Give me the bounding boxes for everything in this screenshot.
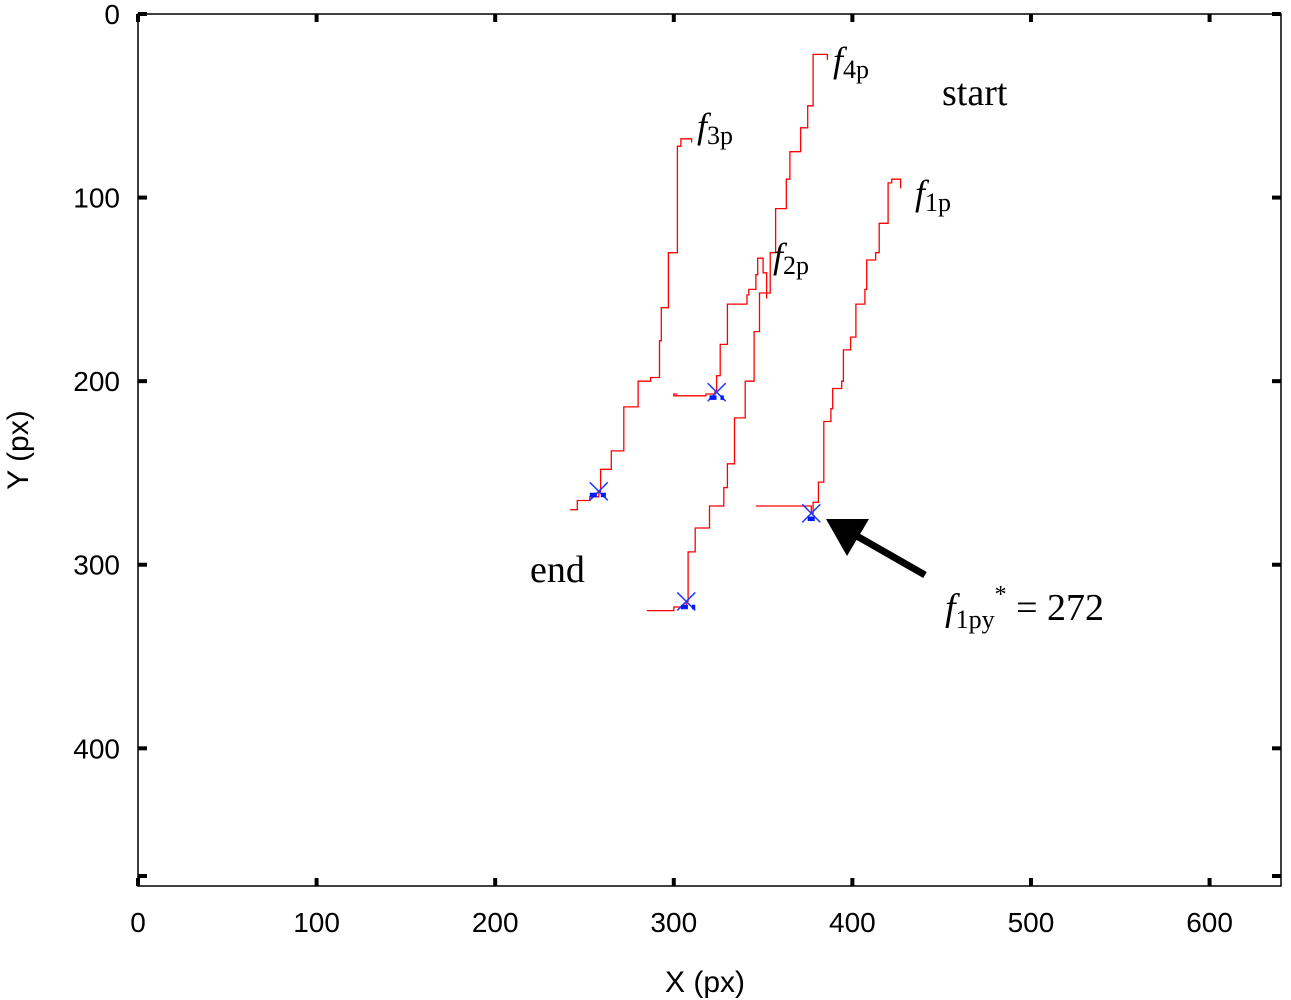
annotation-start: start <box>942 72 1008 114</box>
x-axis-label: X (px) <box>665 966 745 999</box>
y-tick-label: 200 <box>73 366 120 397</box>
plot-area-frame <box>137 13 1282 887</box>
marker-f1p <box>801 503 821 523</box>
x-tick-label: 600 <box>1186 907 1233 938</box>
x-tick-label: 200 <box>472 907 519 938</box>
y-tick-label: 100 <box>73 183 120 214</box>
annotation-arrow-head <box>826 519 869 556</box>
series-label-f2p: f2p <box>773 236 809 280</box>
annotation-f1py: f1py* = 272 <box>945 582 1104 634</box>
marker-f3p <box>589 481 609 501</box>
x-tick-label: 500 <box>1008 907 1055 938</box>
series-line-f4p <box>647 53 829 612</box>
y-tick-label: 300 <box>73 550 120 581</box>
x-tick-label: 100 <box>293 907 340 938</box>
series-label-f1p: f1p <box>915 173 951 217</box>
marker-stroke <box>676 591 696 611</box>
series-label-f3p: f3p <box>697 106 733 150</box>
annotation-end: end <box>530 549 585 591</box>
marker-stroke <box>801 503 821 523</box>
series-line-f3p <box>570 138 693 511</box>
series-label-f4p: f4p <box>833 40 869 84</box>
series-group <box>570 53 902 612</box>
series-line-f1p <box>755 178 902 514</box>
marker-stroke <box>589 481 609 501</box>
x-tick-label: 300 <box>650 907 697 938</box>
x-tick-label: 0 <box>130 907 146 938</box>
y-tick-label: 400 <box>73 733 120 764</box>
y-ticks: 0 100 200 300 400 <box>73 0 1281 878</box>
series-line-f2p <box>673 257 768 397</box>
annotation-arrow-shaft <box>853 531 927 579</box>
y-axis-label: Y (px) <box>2 410 35 489</box>
x-ticks: 0 100 200 300 400 500 600 <box>130 14 1233 938</box>
y-tick-label: 0 <box>104 0 120 30</box>
x-tick-label: 400 <box>829 907 876 938</box>
